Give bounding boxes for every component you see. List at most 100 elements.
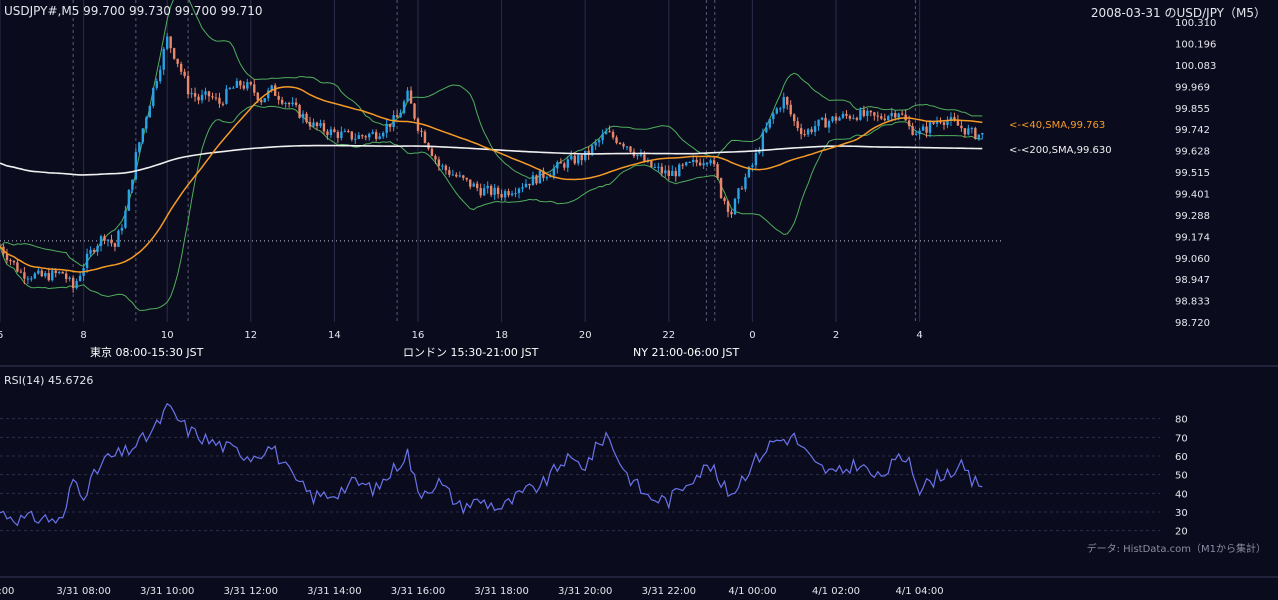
rsi-title: RSI(14) 45.6726 bbox=[4, 374, 94, 387]
moving-average-layer bbox=[0, 86, 983, 273]
candle-body bbox=[503, 191, 507, 198]
candle-body bbox=[545, 177, 549, 179]
symbol-info: USDJPY#,M5 99.700 99.730 99.700 99.710 bbox=[4, 4, 263, 18]
bollinger-band-layer bbox=[0, 0, 983, 311]
session-tokyo-label: 東京 08:00-15:30 JST bbox=[90, 346, 204, 359]
time-tick-label: 4/1 02:00 bbox=[812, 586, 860, 597]
candle-body bbox=[301, 113, 305, 118]
candle-body bbox=[611, 131, 615, 138]
candle-body bbox=[437, 159, 441, 166]
candle-body bbox=[23, 272, 26, 279]
candle-body bbox=[482, 188, 486, 196]
chart-title: 2008-03-31 のUSD/JPY（M5） bbox=[1090, 6, 1266, 20]
candle-body bbox=[639, 154, 643, 156]
rsi-tick-label: 80 bbox=[1175, 415, 1188, 426]
candle-body bbox=[977, 134, 981, 139]
candle-body bbox=[225, 88, 228, 104]
candle-body bbox=[207, 91, 211, 97]
candle-body bbox=[566, 159, 569, 168]
candle-body bbox=[319, 123, 322, 127]
candle-body bbox=[361, 135, 364, 137]
candle-body bbox=[716, 163, 719, 179]
candle-body bbox=[817, 119, 820, 127]
candle-body bbox=[336, 132, 340, 139]
candle-body bbox=[364, 136, 367, 138]
candle-body bbox=[719, 178, 723, 198]
candle-body bbox=[698, 162, 702, 166]
candle-body bbox=[92, 250, 96, 252]
candle-body bbox=[399, 112, 402, 118]
candle-body bbox=[674, 170, 677, 177]
candle-body bbox=[880, 116, 883, 119]
candle-body bbox=[528, 183, 531, 186]
rsi-tick-label: 20 bbox=[1175, 527, 1188, 538]
candle-body bbox=[859, 109, 862, 120]
candle-body bbox=[799, 128, 803, 135]
candle-body bbox=[514, 193, 517, 195]
candle-body bbox=[705, 163, 709, 165]
candle-body bbox=[78, 275, 82, 282]
bollinger-lower-line bbox=[0, 104, 983, 311]
candle-body bbox=[775, 108, 778, 114]
rsi-layer bbox=[0, 402, 1160, 532]
candle-body bbox=[197, 96, 200, 101]
candle-body bbox=[834, 116, 838, 121]
candle-body bbox=[12, 260, 16, 263]
candle-body bbox=[622, 143, 625, 147]
candle-body bbox=[465, 177, 468, 180]
candle-body bbox=[758, 151, 761, 153]
time-tick-label: 3/31 08:00 bbox=[56, 586, 110, 597]
hour-tick-label: 22 bbox=[662, 330, 675, 341]
candle-body bbox=[570, 155, 573, 160]
candle-body bbox=[68, 277, 71, 279]
candle-body bbox=[740, 188, 744, 190]
candle-body bbox=[413, 103, 416, 119]
price-tick-label: 99.174 bbox=[1175, 232, 1210, 243]
candle-body bbox=[120, 227, 124, 231]
candle-body bbox=[179, 63, 183, 72]
price-tick-label: 100.083 bbox=[1175, 61, 1216, 72]
rsi-tick-label: 40 bbox=[1175, 489, 1188, 500]
candle-body bbox=[827, 121, 831, 128]
price-tick-label: 99.288 bbox=[1175, 211, 1210, 222]
candle-body bbox=[402, 101, 406, 113]
candle-body bbox=[942, 122, 946, 125]
candle-body bbox=[963, 128, 967, 135]
time-tick-label: 3/31 18:00 bbox=[474, 586, 528, 597]
candle-body bbox=[287, 102, 291, 105]
hour-tick-label: 0 bbox=[749, 330, 755, 341]
candle-body bbox=[239, 80, 242, 86]
candle-body bbox=[967, 128, 970, 135]
rsi-line bbox=[0, 402, 983, 527]
candle-body bbox=[974, 128, 977, 139]
time-tick-label: 3/31 14:00 bbox=[307, 586, 361, 597]
candle-body bbox=[928, 122, 932, 133]
candle-body bbox=[221, 103, 225, 105]
time-tick-label: 3/31 22:00 bbox=[642, 586, 696, 597]
candle-body bbox=[375, 132, 378, 139]
candle-body bbox=[106, 239, 110, 241]
candle-body bbox=[887, 116, 890, 121]
candle-body bbox=[733, 198, 737, 215]
hour-tick-label: 12 bbox=[244, 330, 257, 341]
candle-body bbox=[765, 127, 768, 133]
candle-body bbox=[357, 135, 360, 139]
candle-body bbox=[166, 36, 169, 49]
candle-body bbox=[671, 170, 674, 177]
candle-body bbox=[876, 115, 879, 117]
candle-body bbox=[315, 122, 319, 127]
candle-body bbox=[531, 175, 535, 186]
candle-body bbox=[448, 170, 451, 175]
candle-body bbox=[496, 187, 500, 195]
candle-body bbox=[521, 187, 524, 189]
candle-body bbox=[61, 271, 64, 274]
candle-body bbox=[37, 270, 40, 274]
time-tick-label: 4/1 04:00 bbox=[896, 586, 944, 597]
rsi-tick-label: 70 bbox=[1175, 433, 1188, 444]
candle-body bbox=[608, 131, 611, 133]
data-credit: データ: HistData.com（M1から集計） bbox=[1086, 544, 1266, 555]
candle-body bbox=[253, 84, 256, 93]
candle-body bbox=[664, 170, 667, 174]
candle-body bbox=[786, 96, 789, 105]
candle-body bbox=[117, 230, 120, 247]
